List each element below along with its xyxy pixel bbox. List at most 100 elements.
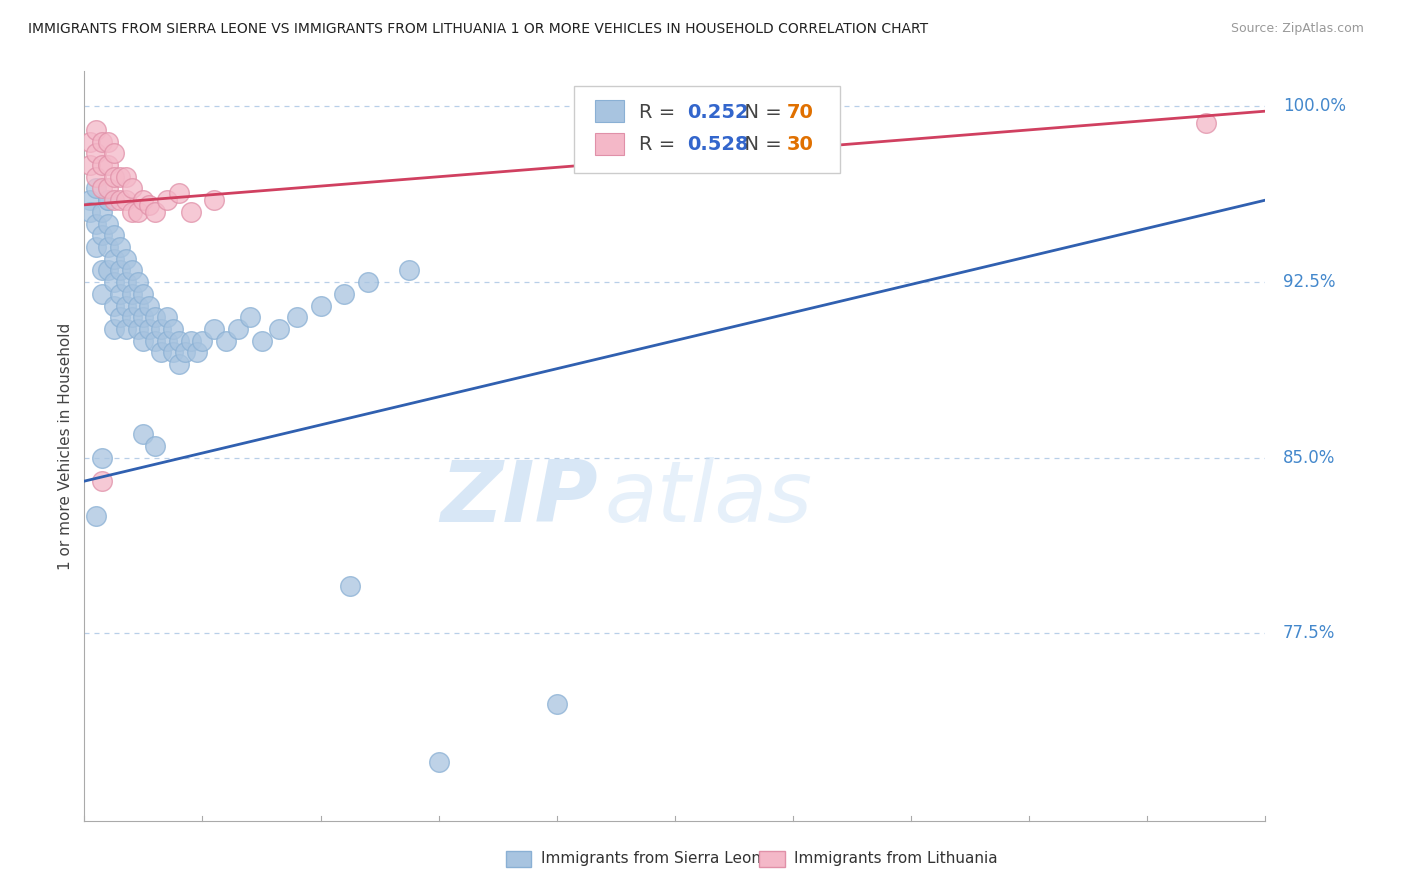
Text: 70: 70 xyxy=(787,103,814,122)
Point xyxy=(91,228,114,243)
Point xyxy=(79,135,101,149)
Point xyxy=(162,345,184,359)
Text: 85.0%: 85.0% xyxy=(1284,449,1336,467)
Point xyxy=(97,193,120,207)
Point xyxy=(108,169,131,184)
Point xyxy=(156,193,179,207)
Point xyxy=(127,204,149,219)
Text: R =: R = xyxy=(640,136,682,154)
Point xyxy=(357,275,380,289)
Point xyxy=(84,217,107,231)
Point xyxy=(91,474,114,488)
Point xyxy=(180,334,202,348)
Point xyxy=(156,310,179,325)
Point xyxy=(127,275,149,289)
Text: Immigrants from Lithuania: Immigrants from Lithuania xyxy=(794,851,998,865)
Point xyxy=(143,310,166,325)
Point xyxy=(132,286,155,301)
Point xyxy=(1195,116,1218,130)
Point xyxy=(202,322,225,336)
Point xyxy=(97,240,120,254)
Text: N =: N = xyxy=(731,103,787,122)
Point xyxy=(103,252,125,266)
Point xyxy=(309,298,332,312)
Point xyxy=(91,158,114,172)
Point xyxy=(167,186,190,200)
Text: IMMIGRANTS FROM SIERRA LEONE VS IMMIGRANTS FROM LITHUANIA 1 OR MORE VEHICLES IN : IMMIGRANTS FROM SIERRA LEONE VS IMMIGRAN… xyxy=(28,22,928,37)
Point xyxy=(132,334,155,348)
Point xyxy=(339,579,361,593)
Point xyxy=(143,204,166,219)
Text: N =: N = xyxy=(731,136,787,154)
Point xyxy=(427,755,450,769)
Point xyxy=(103,193,125,207)
Text: R =: R = xyxy=(640,103,682,122)
Point xyxy=(114,322,136,336)
Point xyxy=(143,334,166,348)
Bar xyxy=(595,100,624,122)
Point xyxy=(138,198,160,212)
FancyBboxPatch shape xyxy=(575,87,841,172)
Text: 0.528: 0.528 xyxy=(686,136,748,154)
Point xyxy=(138,322,160,336)
Bar xyxy=(595,133,624,155)
Point xyxy=(121,263,143,277)
Point xyxy=(333,286,356,301)
Point xyxy=(167,334,190,348)
Point xyxy=(84,240,107,254)
Point xyxy=(121,286,143,301)
Point xyxy=(127,298,149,312)
Point xyxy=(132,427,155,442)
Point xyxy=(103,322,125,336)
Point xyxy=(162,322,184,336)
Point xyxy=(239,310,262,325)
Point xyxy=(127,322,149,336)
Point xyxy=(150,322,173,336)
Point xyxy=(108,310,131,325)
Point xyxy=(121,181,143,195)
Point xyxy=(103,146,125,161)
Point xyxy=(202,193,225,207)
Point xyxy=(97,263,120,277)
Point xyxy=(150,345,173,359)
Point xyxy=(91,450,114,465)
Point xyxy=(167,357,190,371)
Point xyxy=(132,310,155,325)
Point xyxy=(226,322,249,336)
Text: Immigrants from Sierra Leone: Immigrants from Sierra Leone xyxy=(541,851,770,865)
Point xyxy=(84,181,107,195)
Point xyxy=(121,204,143,219)
Point xyxy=(103,228,125,243)
Point xyxy=(91,263,114,277)
Point xyxy=(91,181,114,195)
Point xyxy=(215,334,238,348)
Point xyxy=(398,263,420,277)
Point xyxy=(97,135,120,149)
Point xyxy=(114,193,136,207)
Point xyxy=(84,123,107,137)
Point xyxy=(114,169,136,184)
Point xyxy=(79,158,101,172)
Point xyxy=(108,263,131,277)
Point xyxy=(138,298,160,312)
Point xyxy=(546,697,568,711)
Point xyxy=(84,509,107,524)
Text: 92.5%: 92.5% xyxy=(1284,273,1336,291)
Point xyxy=(79,204,101,219)
Point xyxy=(173,345,195,359)
Point xyxy=(121,310,143,325)
Text: 20.0%: 20.0% xyxy=(1213,891,1265,892)
Text: 30: 30 xyxy=(787,136,814,154)
Point xyxy=(91,286,114,301)
Point xyxy=(114,252,136,266)
Point xyxy=(156,334,179,348)
Point xyxy=(84,146,107,161)
Point xyxy=(114,275,136,289)
Point xyxy=(79,193,101,207)
Point xyxy=(103,275,125,289)
Text: ZIP: ZIP xyxy=(440,457,598,540)
Text: 100.0%: 100.0% xyxy=(1284,97,1346,115)
Point xyxy=(132,193,155,207)
Text: 0.0%: 0.0% xyxy=(84,891,127,892)
Point xyxy=(108,240,131,254)
